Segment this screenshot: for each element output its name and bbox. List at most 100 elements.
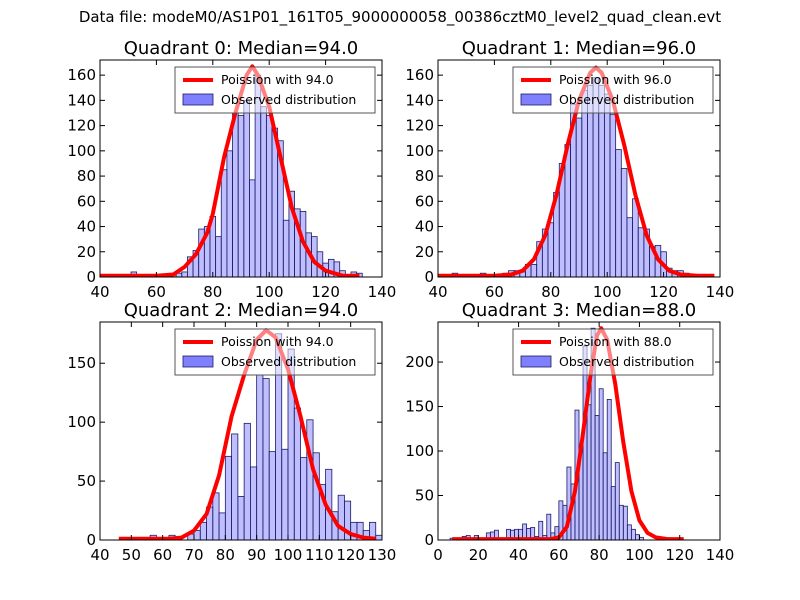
x-tick-label: 120 [336, 546, 365, 564]
histogram-bar [630, 528, 636, 540]
y-tick-label: 140 [405, 91, 434, 109]
subplot-title: Quadrant 3: Median=88.0 [462, 300, 697, 321]
y-tick-label: 40 [77, 218, 96, 236]
x-tick-label: 40 [90, 546, 109, 564]
subplot-2: 40 50 60 70 80 90 100 110 120 130050100150Quadran… [67, 300, 396, 564]
x-tick-label: 60 [549, 546, 568, 564]
histogram-bar [609, 113, 617, 277]
y-tick-label: 150 [67, 354, 96, 372]
x-tick-label: 80 [590, 546, 609, 564]
x-tick-label: 60 [147, 283, 166, 301]
histogram-bar [598, 388, 604, 540]
x-tick-label: 100 [593, 283, 622, 301]
x-tick-label: 40 [509, 546, 528, 564]
x-tick-label: 60 [153, 546, 172, 564]
x-tick-label: 60 [485, 283, 504, 301]
x-tick-label: 50 [122, 546, 141, 564]
histogram-bar [369, 521, 377, 540]
legend: Poission with 96.0 Observed distribution [512, 66, 714, 114]
legend-label: Observed distribution [221, 92, 356, 107]
histogram-bar [343, 500, 352, 540]
histogram-bar [243, 99, 250, 277]
histogram-bar [381, 534, 382, 540]
histogram-bar [547, 222, 555, 277]
x-tick-label: 80 [541, 283, 560, 301]
legend-bar-swatch [520, 355, 552, 368]
x-tick-label: 120 [665, 546, 694, 564]
histogram-bar [256, 374, 264, 540]
legend: Poission with 94.0 Observed distribution [174, 66, 376, 114]
histogram-bar [615, 149, 622, 277]
histogram-bar [388, 536, 394, 540]
x-tick-label: 0 [433, 546, 443, 564]
histogram-bar [546, 513, 552, 540]
y-tick-label: 50 [415, 487, 434, 505]
x-tick-label: 40 [90, 283, 109, 301]
subplot-title: Quadrant 2: Median=94.0 [124, 300, 359, 321]
histogram-bar [293, 407, 301, 540]
histogram-bar [614, 462, 620, 540]
legend-label: Observed distribution [221, 354, 356, 369]
histogram-bar [587, 84, 594, 277]
legend-bar-swatch [520, 93, 552, 106]
histogram-bar [586, 404, 592, 540]
x-tick-label: 100 [255, 283, 284, 301]
histogram-bar [212, 492, 220, 540]
histogram-bar [282, 219, 290, 277]
legend-label: Poission with 94.0 [221, 334, 334, 349]
histogram-bar [622, 505, 628, 540]
y-tick-label: 20 [415, 243, 434, 261]
x-tick-label: 20 [469, 546, 488, 564]
histogram-bar [626, 524, 632, 540]
y-tick-label: 120 [405, 117, 434, 135]
histogram-bar [626, 217, 633, 277]
histogram-bar [181, 271, 188, 277]
histogram-bar [237, 495, 245, 540]
histogram-bar [632, 198, 639, 277]
legend-label: Observed distribution [559, 354, 694, 369]
y-tick-label: 20 [77, 243, 96, 261]
histogram-bar [277, 140, 284, 277]
histogram-bar [618, 504, 624, 540]
x-tick-label: 110 [305, 546, 334, 564]
histogram-bar [271, 127, 279, 277]
legend-bar-swatch [182, 93, 214, 106]
histogram-bar [375, 534, 382, 540]
legend-label: Observed distribution [559, 92, 694, 107]
histogram-bar [606, 399, 612, 540]
histogram-bar [564, 144, 571, 277]
histogram-bar [598, 84, 605, 277]
x-tick-label: 90 [247, 546, 266, 564]
histogram-bar [224, 455, 232, 540]
x-tick-label: 140 [368, 283, 397, 301]
y-tick-label: 160 [405, 66, 434, 84]
histogram-bar [620, 168, 628, 277]
y-tick-label: 0 [424, 531, 434, 549]
x-tick-label: 140 [706, 283, 735, 301]
y-tick-label: 120 [67, 117, 96, 135]
subplot-title: Quadrant 1: Median=96.0 [462, 38, 697, 59]
y-tick-label: 80 [77, 167, 96, 185]
histogram-bar [530, 263, 538, 277]
x-tick-label: 100 [274, 546, 303, 564]
legend: Poission with 88.0 Observed distribution [512, 328, 714, 376]
histogram-bar [265, 115, 273, 277]
histogram-bar [232, 112, 239, 277]
axes-frame [437, 59, 721, 278]
histogram-bar [249, 179, 256, 277]
subplot-title: Quadrant 0: Median=94.0 [124, 38, 359, 59]
histogram-bar [602, 452, 608, 540]
y-tick-label: 140 [67, 91, 96, 109]
subplot-1: 40 60 80 100 120 140 0 20 40 60 80 100 120 140 160 Quad… [405, 38, 734, 301]
x-tick-label: 40 [428, 283, 447, 301]
subplot-0: 40 60 80 100 120 140 0 20 40 60 80 100 120 140 160 Quad… [67, 38, 396, 301]
plot-area [118, 328, 394, 540]
y-tick-label: 100 [67, 142, 96, 160]
legend-label: Poission with 88.0 [559, 334, 672, 349]
y-tick-label: 100 [67, 413, 96, 431]
histogram-bar [281, 448, 289, 540]
y-tick-label: 100 [405, 442, 434, 460]
legend-label: Poission with 96.0 [559, 72, 672, 87]
histogram-bar [218, 512, 226, 540]
